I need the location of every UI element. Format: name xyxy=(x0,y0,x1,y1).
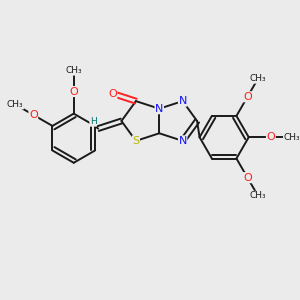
Text: N: N xyxy=(178,136,187,146)
Text: CH₃: CH₃ xyxy=(250,74,266,83)
Text: O: O xyxy=(266,132,275,142)
Text: CH₃: CH₃ xyxy=(284,133,300,142)
Text: S: S xyxy=(132,136,140,146)
Text: N: N xyxy=(178,96,187,106)
Text: N: N xyxy=(155,104,164,114)
Text: O: O xyxy=(108,88,117,98)
Text: O: O xyxy=(243,173,252,183)
Text: CH₃: CH₃ xyxy=(250,191,266,200)
Text: H: H xyxy=(90,117,97,126)
Text: O: O xyxy=(29,110,38,120)
Text: O: O xyxy=(69,86,78,97)
Text: CH₃: CH₃ xyxy=(65,66,82,75)
Text: CH₃: CH₃ xyxy=(7,100,23,109)
Text: O: O xyxy=(243,92,252,102)
